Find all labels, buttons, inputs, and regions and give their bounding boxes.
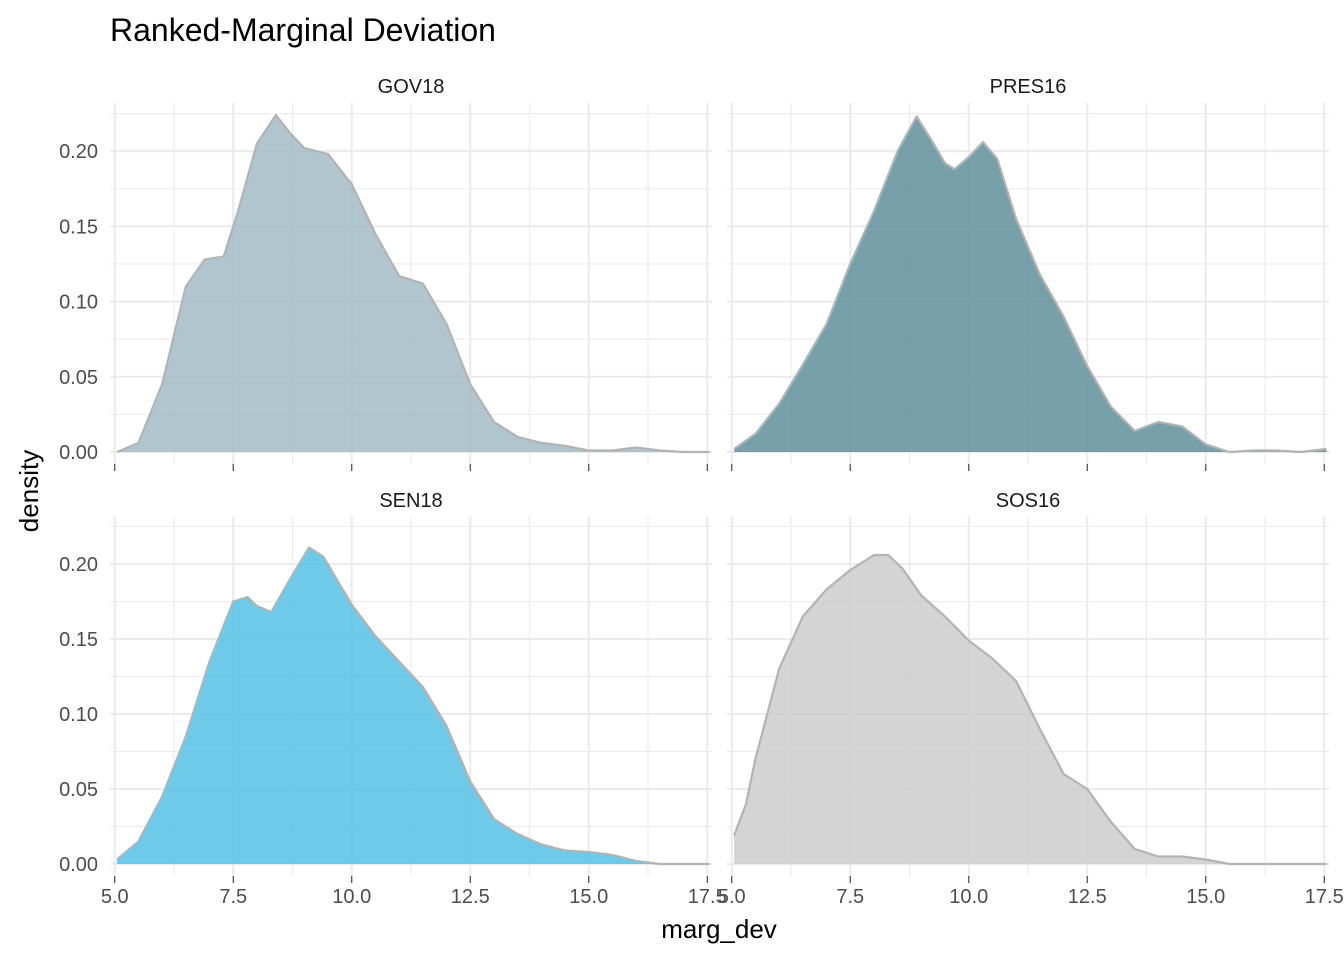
y-tick-label: 0.05: [59, 367, 98, 389]
y-tick-label: 0.20: [59, 141, 98, 163]
x-tick-label: 7.5: [836, 886, 864, 908]
x-axis-label: marg_dev: [661, 914, 777, 944]
density-line-sos16: [733, 553, 1327, 866]
density-line-sen18: [116, 546, 710, 866]
density-area-sen18: [117, 547, 710, 864]
x-tick-label: 15.0: [1186, 886, 1225, 908]
density-line-gov18: [116, 113, 710, 454]
x-tick-label: 17.5: [688, 886, 727, 908]
y-axis-label: density: [14, 450, 44, 532]
x-tick-label: 10.0: [949, 886, 988, 908]
panel-gov18: GOV18 0.00 0.05 0.10 0.15 0.20: [59, 76, 712, 471]
x-tick-label: 10.0: [332, 886, 371, 908]
density-line-pres16: [733, 115, 1327, 454]
chart-title: Ranked-Marginal Deviation: [110, 12, 496, 48]
y-tick-label: 0.10: [59, 292, 98, 314]
x-tick-label: 17.5: [1305, 886, 1344, 908]
x-tick-label: 15.0: [569, 886, 608, 908]
facet-label-sos16: SOS16: [996, 490, 1060, 512]
density-area-sos16: [734, 555, 1327, 864]
y-tick-label: 0.00: [59, 442, 98, 464]
density-area-gov18: [117, 115, 710, 452]
density-area-pres16: [734, 116, 1327, 452]
y-tick-label: 0.05: [59, 779, 98, 801]
panel-grid: GOV18 0.00 0.05 0.10 0.15 0.20 PRES16 SEN18 0.00…: [59, 76, 1344, 908]
x-tick-label: 12.5: [451, 886, 490, 908]
x-tick-label: 5.0: [101, 886, 129, 908]
y-tick-label: 0.15: [59, 629, 98, 651]
x-tick-label: 7.5: [219, 886, 247, 908]
panel-sos16: SOS16 5.0 7.5 10.0 12.5 15.0 17.5: [718, 490, 1344, 908]
y-tick-label: 0.20: [59, 554, 98, 576]
facet-label-sen18: SEN18: [379, 490, 442, 512]
y-tick-label: 0.15: [59, 216, 98, 238]
facet-label-pres16: PRES16: [990, 76, 1067, 98]
y-tick-label: 0.00: [59, 854, 98, 876]
x-tick-label: 5.0: [718, 886, 746, 908]
y-tick-label: 0.10: [59, 704, 98, 726]
panel-sen18: SEN18 0.00 0.05 0.10 0.15 0.20 5.0 7.5 10.0 12.5 1…: [59, 490, 727, 908]
facet-label-gov18: GOV18: [378, 76, 445, 98]
panel-pres16: PRES16: [727, 76, 1329, 471]
x-tick-label: 12.5: [1068, 886, 1107, 908]
